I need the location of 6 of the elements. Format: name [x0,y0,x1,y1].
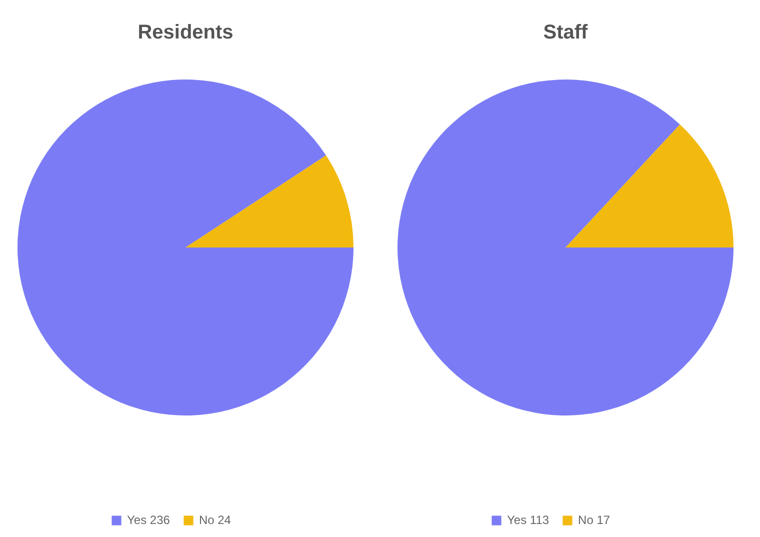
legend-label: Yes 113 [507,513,550,527]
legend-label: Yes 236 [127,513,170,527]
chart-title: Residents [138,22,234,44]
chart-title: Staff [543,22,588,44]
legend-label: No 17 [578,513,610,527]
legend-label: No 24 [198,513,231,527]
